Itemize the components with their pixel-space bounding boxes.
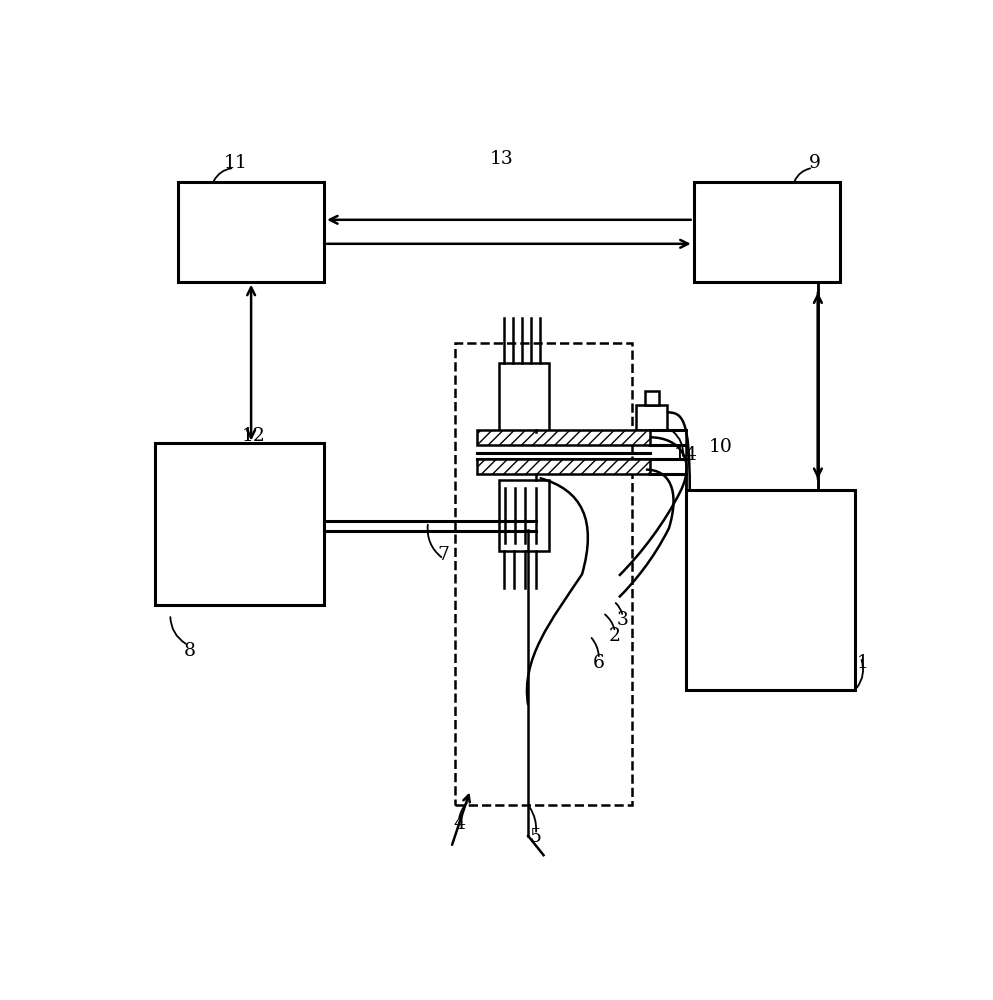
Bar (178, 182, 325, 282)
Text: 13: 13 (490, 150, 513, 168)
Bar (645, 391, 659, 405)
Bar (477, 459, 649, 474)
Bar (686, 490, 855, 690)
Text: 14: 14 (674, 446, 698, 464)
Bar (155, 443, 325, 605)
Text: 2: 2 (609, 627, 621, 645)
Text: 11: 11 (223, 154, 247, 172)
Bar (477, 430, 649, 445)
Text: 1: 1 (857, 654, 869, 672)
Bar (455, 343, 633, 805)
Bar (498, 363, 549, 432)
Text: 12: 12 (241, 427, 265, 445)
Text: 10: 10 (709, 438, 733, 456)
Text: 9: 9 (809, 154, 821, 172)
Text: 6: 6 (593, 654, 605, 672)
Text: 5: 5 (530, 828, 542, 846)
Text: 8: 8 (184, 642, 196, 660)
Bar (498, 480, 549, 551)
Bar (636, 405, 666, 430)
Text: 7: 7 (438, 546, 450, 564)
Bar (693, 182, 840, 282)
Text: 3: 3 (617, 611, 629, 629)
Text: 4: 4 (453, 815, 465, 833)
